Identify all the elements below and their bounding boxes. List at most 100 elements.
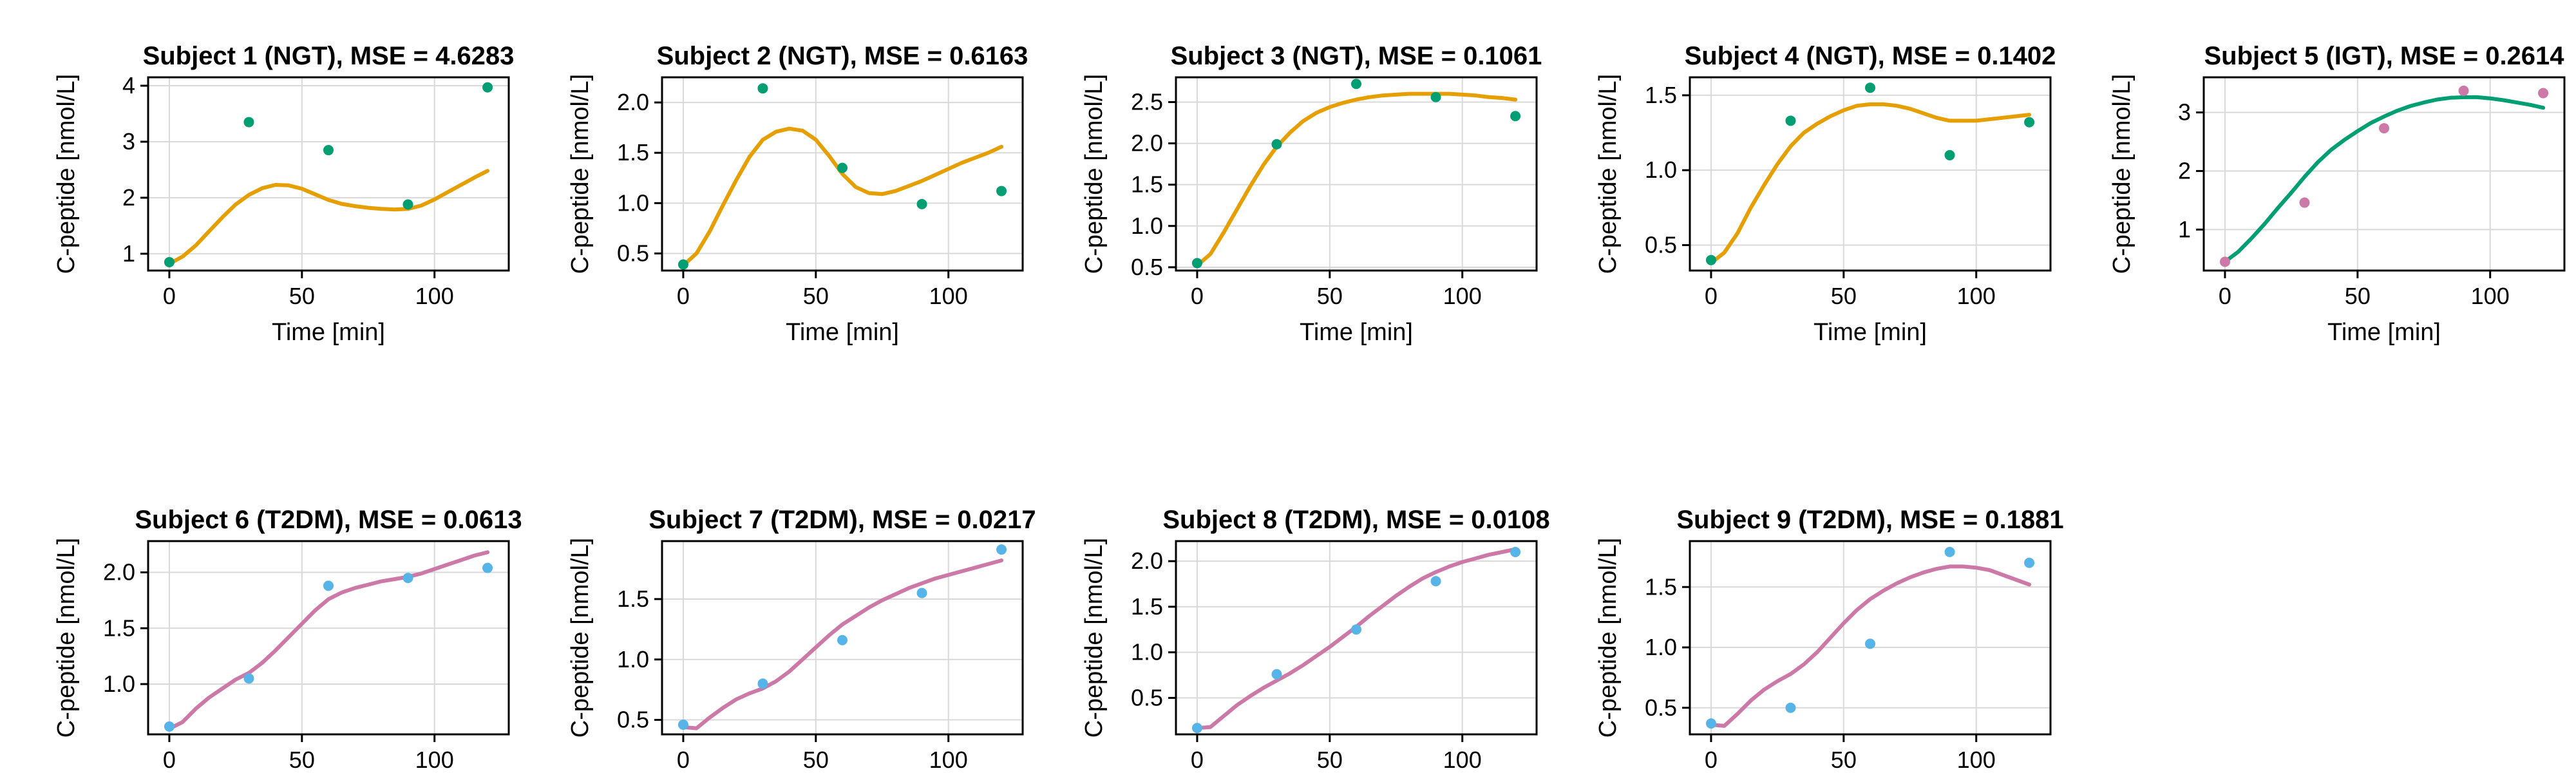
observed-point <box>243 673 254 684</box>
x-tick-label: 50 <box>1317 283 1343 309</box>
observed-point <box>402 199 413 210</box>
observed-point <box>1351 79 1361 90</box>
y-tick-label: 1.0 <box>1645 634 1677 660</box>
y-tick-label: 2 <box>2178 157 2191 184</box>
y-tick-label: 1 <box>122 240 135 267</box>
observed-point <box>323 145 334 156</box>
y-tick-label: 1.5 <box>617 139 649 166</box>
y-tick-label: 1.5 <box>103 615 135 641</box>
x-tick-label: 0 <box>677 747 690 773</box>
observed-point <box>482 562 493 573</box>
x-tick-label: 0 <box>163 283 176 309</box>
observed-point <box>1191 723 1202 734</box>
x-axis-label: Time [min] <box>1300 319 1413 346</box>
plot-frame <box>147 540 510 736</box>
x-tick-label: 50 <box>1831 747 1857 773</box>
observed-point <box>837 162 848 173</box>
x-axis-label: Time [min] <box>2327 319 2441 346</box>
observed-point <box>402 573 413 584</box>
x-tick-label: 100 <box>415 747 454 773</box>
chart-title: Subject 8 (T2DM), MSE = 0.0108 <box>1162 506 1549 534</box>
chart-title: Subject 3 (NGT), MSE = 0.1061 <box>1171 42 1542 70</box>
y-tick-label: 1.0 <box>617 189 649 216</box>
y-axis-label: C-peptide [nmol/L] <box>2108 74 2136 274</box>
observed-point <box>1510 111 1521 122</box>
y-tick-label: 1.5 <box>617 586 649 612</box>
plot-frame <box>1689 540 2052 736</box>
y-tick-label: 1.5 <box>1131 171 1163 198</box>
x-tick-label: 0 <box>1705 747 1718 773</box>
observed-point <box>243 117 254 128</box>
chart-panel-9: 0 50 100 0.5 1.0 1.5 Subject 9 (T2DM), MSE = 0… <box>1595 506 2064 773</box>
observed-point <box>1191 258 1202 269</box>
x-tick-label: 50 <box>289 283 315 309</box>
observed-point <box>1351 624 1361 635</box>
chart-title: Subject 5 (IGT), MSE = 0.2614 <box>2204 42 2564 70</box>
model-curve <box>2222 95 2546 264</box>
y-axis-label: C-peptide [nmol/L] <box>567 538 594 738</box>
model-curve <box>681 558 1004 730</box>
observed-point <box>2538 88 2549 99</box>
observed-point <box>2379 123 2389 134</box>
x-tick-label: 50 <box>803 747 829 773</box>
y-tick-label: 3 <box>2178 99 2191 126</box>
x-tick-label: 100 <box>415 283 454 309</box>
x-tick-label: 100 <box>2471 283 2510 309</box>
y-tick-label: 1.5 <box>1131 593 1163 620</box>
y-tick-label: 0.5 <box>617 240 649 266</box>
observed-point <box>1865 82 1875 93</box>
x-tick-label: 0 <box>677 283 690 309</box>
observed-point <box>1510 546 1521 557</box>
chart-title: Subject 9 (T2DM), MSE = 0.1881 <box>1676 506 2063 534</box>
y-tick-label: 2 <box>122 184 135 211</box>
plot-frame <box>661 76 1024 272</box>
model-curve <box>167 550 490 731</box>
observed-point <box>1271 669 1282 680</box>
observed-point <box>1944 546 1955 557</box>
model-curve <box>681 126 1004 268</box>
chart-panel-7: 0 50 100 0.5 1.0 1.5 Subject 7 (T2DM), MSE = 0… <box>567 506 1036 773</box>
y-tick-label: 1.0 <box>1131 639 1163 665</box>
y-tick-label: 2.0 <box>617 89 649 115</box>
y-tick-label: 2.5 <box>1131 88 1163 115</box>
plot-frame <box>1175 76 1538 272</box>
observed-point <box>1785 115 1796 126</box>
x-tick-label: 100 <box>929 747 968 773</box>
observed-point <box>2024 117 2035 128</box>
x-tick-label: 0 <box>1191 283 1204 309</box>
x-tick-label: 100 <box>1443 747 1482 773</box>
x-tick-label: 50 <box>803 283 829 309</box>
plot-frame <box>661 540 1024 736</box>
model-curve <box>167 169 490 266</box>
chart-panel-4: 0 50 100 0.5 1.0 1.5 Subject 4 (NGT), MSE = 0.… <box>1595 42 2056 346</box>
observed-point <box>757 83 768 94</box>
x-tick-label: 0 <box>163 747 176 773</box>
plot-frame <box>2202 76 2566 272</box>
chart-title: Subject 7 (T2DM), MSE = 0.0217 <box>649 506 1036 534</box>
y-axis-label: C-peptide [nmol/L] <box>53 74 80 274</box>
y-tick-label: 2.0 <box>103 559 135 586</box>
x-tick-label: 0 <box>1705 283 1718 309</box>
model-curve <box>1195 91 1518 268</box>
observed-point <box>1705 254 1716 265</box>
y-axis-label: C-peptide [nmol/L] <box>1081 538 1108 738</box>
y-tick-label: 2.0 <box>1131 548 1163 574</box>
y-axis-label: C-peptide [nmol/L] <box>567 74 594 274</box>
x-tick-label: 50 <box>289 747 315 773</box>
x-axis-label: Time [min] <box>786 319 899 346</box>
plot-frame <box>147 76 510 272</box>
model-curve <box>1709 102 2032 265</box>
observed-point <box>1430 91 1441 102</box>
y-tick-label: 1.0 <box>103 671 135 697</box>
observed-point <box>1785 702 1796 713</box>
observed-point <box>2458 85 2469 96</box>
observed-point <box>2299 197 2310 208</box>
observed-point <box>482 82 493 93</box>
observed-point <box>2024 557 2035 568</box>
y-axis-label: C-peptide [nmol/L] <box>1081 74 1108 274</box>
chart-panel-8: 0 50 100 0.5 1.0 1.5 2.0 Subject 8 (T2DM), MSE … <box>1081 506 1550 773</box>
observed-point <box>164 721 175 732</box>
y-tick-label: 2.0 <box>1131 130 1163 157</box>
y-tick-label: 1.5 <box>1645 573 1677 600</box>
